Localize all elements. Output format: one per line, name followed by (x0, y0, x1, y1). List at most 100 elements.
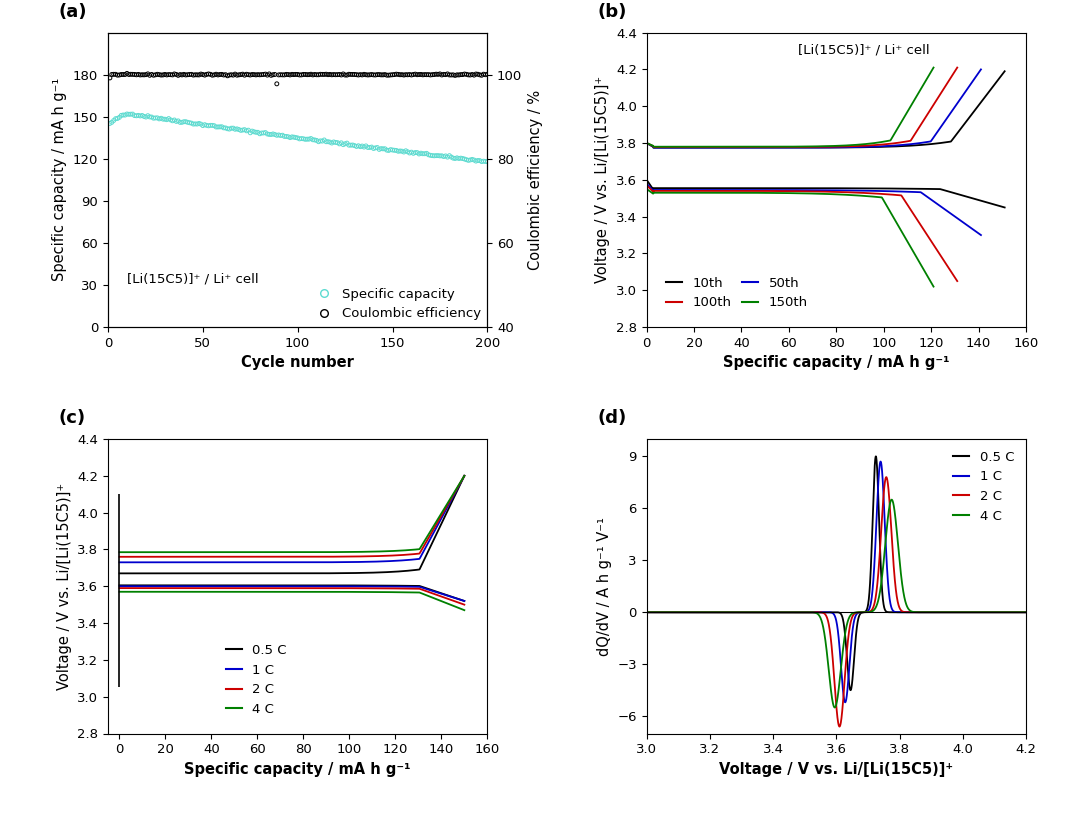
Point (175, 115, 192, 128)
Point (386, 143, 403, 156)
Point (175, 68, 192, 81)
Point (172, 116, 189, 129)
Point (360, 68, 377, 82)
Point (370, 68, 388, 82)
Point (274, 68, 292, 82)
Point (162, 113, 179, 126)
Point (428, 68, 445, 81)
Point (253, 126, 270, 139)
Point (230, 123, 247, 136)
Point (232, 124, 249, 137)
Point (130, 109, 147, 122)
Point (342, 139, 360, 152)
Point (453, 68, 470, 82)
Point (164, 68, 181, 82)
Point (327, 136, 345, 149)
Point (345, 68, 362, 81)
Point (251, 127, 268, 140)
Point (335, 138, 352, 151)
Point (373, 142, 390, 155)
Point (298, 133, 315, 146)
Point (267, 128, 284, 141)
Point (204, 119, 221, 132)
Point (305, 133, 322, 146)
Point (283, 68, 300, 81)
Point (249, 126, 267, 139)
Point (401, 68, 418, 81)
Point (287, 68, 305, 81)
Point (302, 68, 320, 81)
Text: (d): (d) (597, 409, 626, 427)
Point (240, 124, 257, 137)
Point (465, 68, 483, 82)
Point (280, 130, 297, 143)
Point (187, 68, 204, 82)
Point (104, 68, 121, 81)
Point (293, 132, 310, 145)
Point (327, 68, 345, 82)
Point (405, 68, 422, 81)
Point (335, 68, 352, 81)
Point (383, 143, 401, 156)
Y-axis label: Coulombic efficiency / %: Coulombic efficiency / % (528, 90, 543, 270)
Point (268, 77, 285, 90)
Point (227, 123, 244, 136)
Point (111, 68, 129, 82)
Point (141, 110, 159, 123)
Point (475, 155, 492, 168)
Point (410, 148, 428, 161)
Point (399, 68, 416, 82)
Point (132, 68, 149, 82)
Point (352, 140, 369, 153)
Point (295, 132, 312, 145)
Point (230, 68, 247, 82)
Point (378, 143, 395, 156)
Text: (c): (c) (58, 409, 85, 427)
Point (165, 113, 183, 126)
Point (154, 68, 172, 82)
Point (173, 116, 190, 129)
Point (285, 130, 302, 143)
Point (213, 121, 230, 134)
Point (215, 121, 232, 134)
Point (376, 143, 393, 156)
Point (448, 152, 465, 165)
Point (135, 68, 152, 82)
Point (107, 112, 124, 126)
Point (238, 124, 255, 137)
Point (198, 68, 215, 81)
Point (222, 121, 240, 134)
Point (418, 147, 435, 160)
Point (145, 112, 162, 125)
Point (456, 68, 473, 81)
Point (247, 126, 265, 139)
Point (285, 68, 302, 81)
Point (407, 68, 424, 81)
Point (438, 68, 456, 81)
Legend: 0.5 C, 1 C, 2 C, 4 C: 0.5 C, 1 C, 2 C, 4 C (220, 639, 293, 721)
Point (189, 117, 206, 130)
Point (134, 109, 151, 122)
Point (162, 68, 179, 82)
Point (463, 68, 481, 81)
Point (147, 112, 164, 125)
Point (122, 68, 139, 81)
Point (124, 108, 141, 121)
Point (253, 68, 270, 82)
Point (435, 68, 453, 81)
Point (443, 151, 460, 164)
Point (126, 68, 144, 81)
Point (476, 155, 494, 168)
Point (238, 68, 255, 81)
Point (430, 149, 447, 162)
Point (313, 68, 330, 81)
Point (408, 68, 426, 82)
Point (243, 125, 260, 138)
Point (220, 122, 238, 135)
Point (112, 109, 130, 122)
Point (160, 68, 177, 82)
Point (181, 117, 199, 130)
Point (430, 68, 447, 81)
Point (157, 112, 174, 126)
Point (225, 121, 242, 134)
